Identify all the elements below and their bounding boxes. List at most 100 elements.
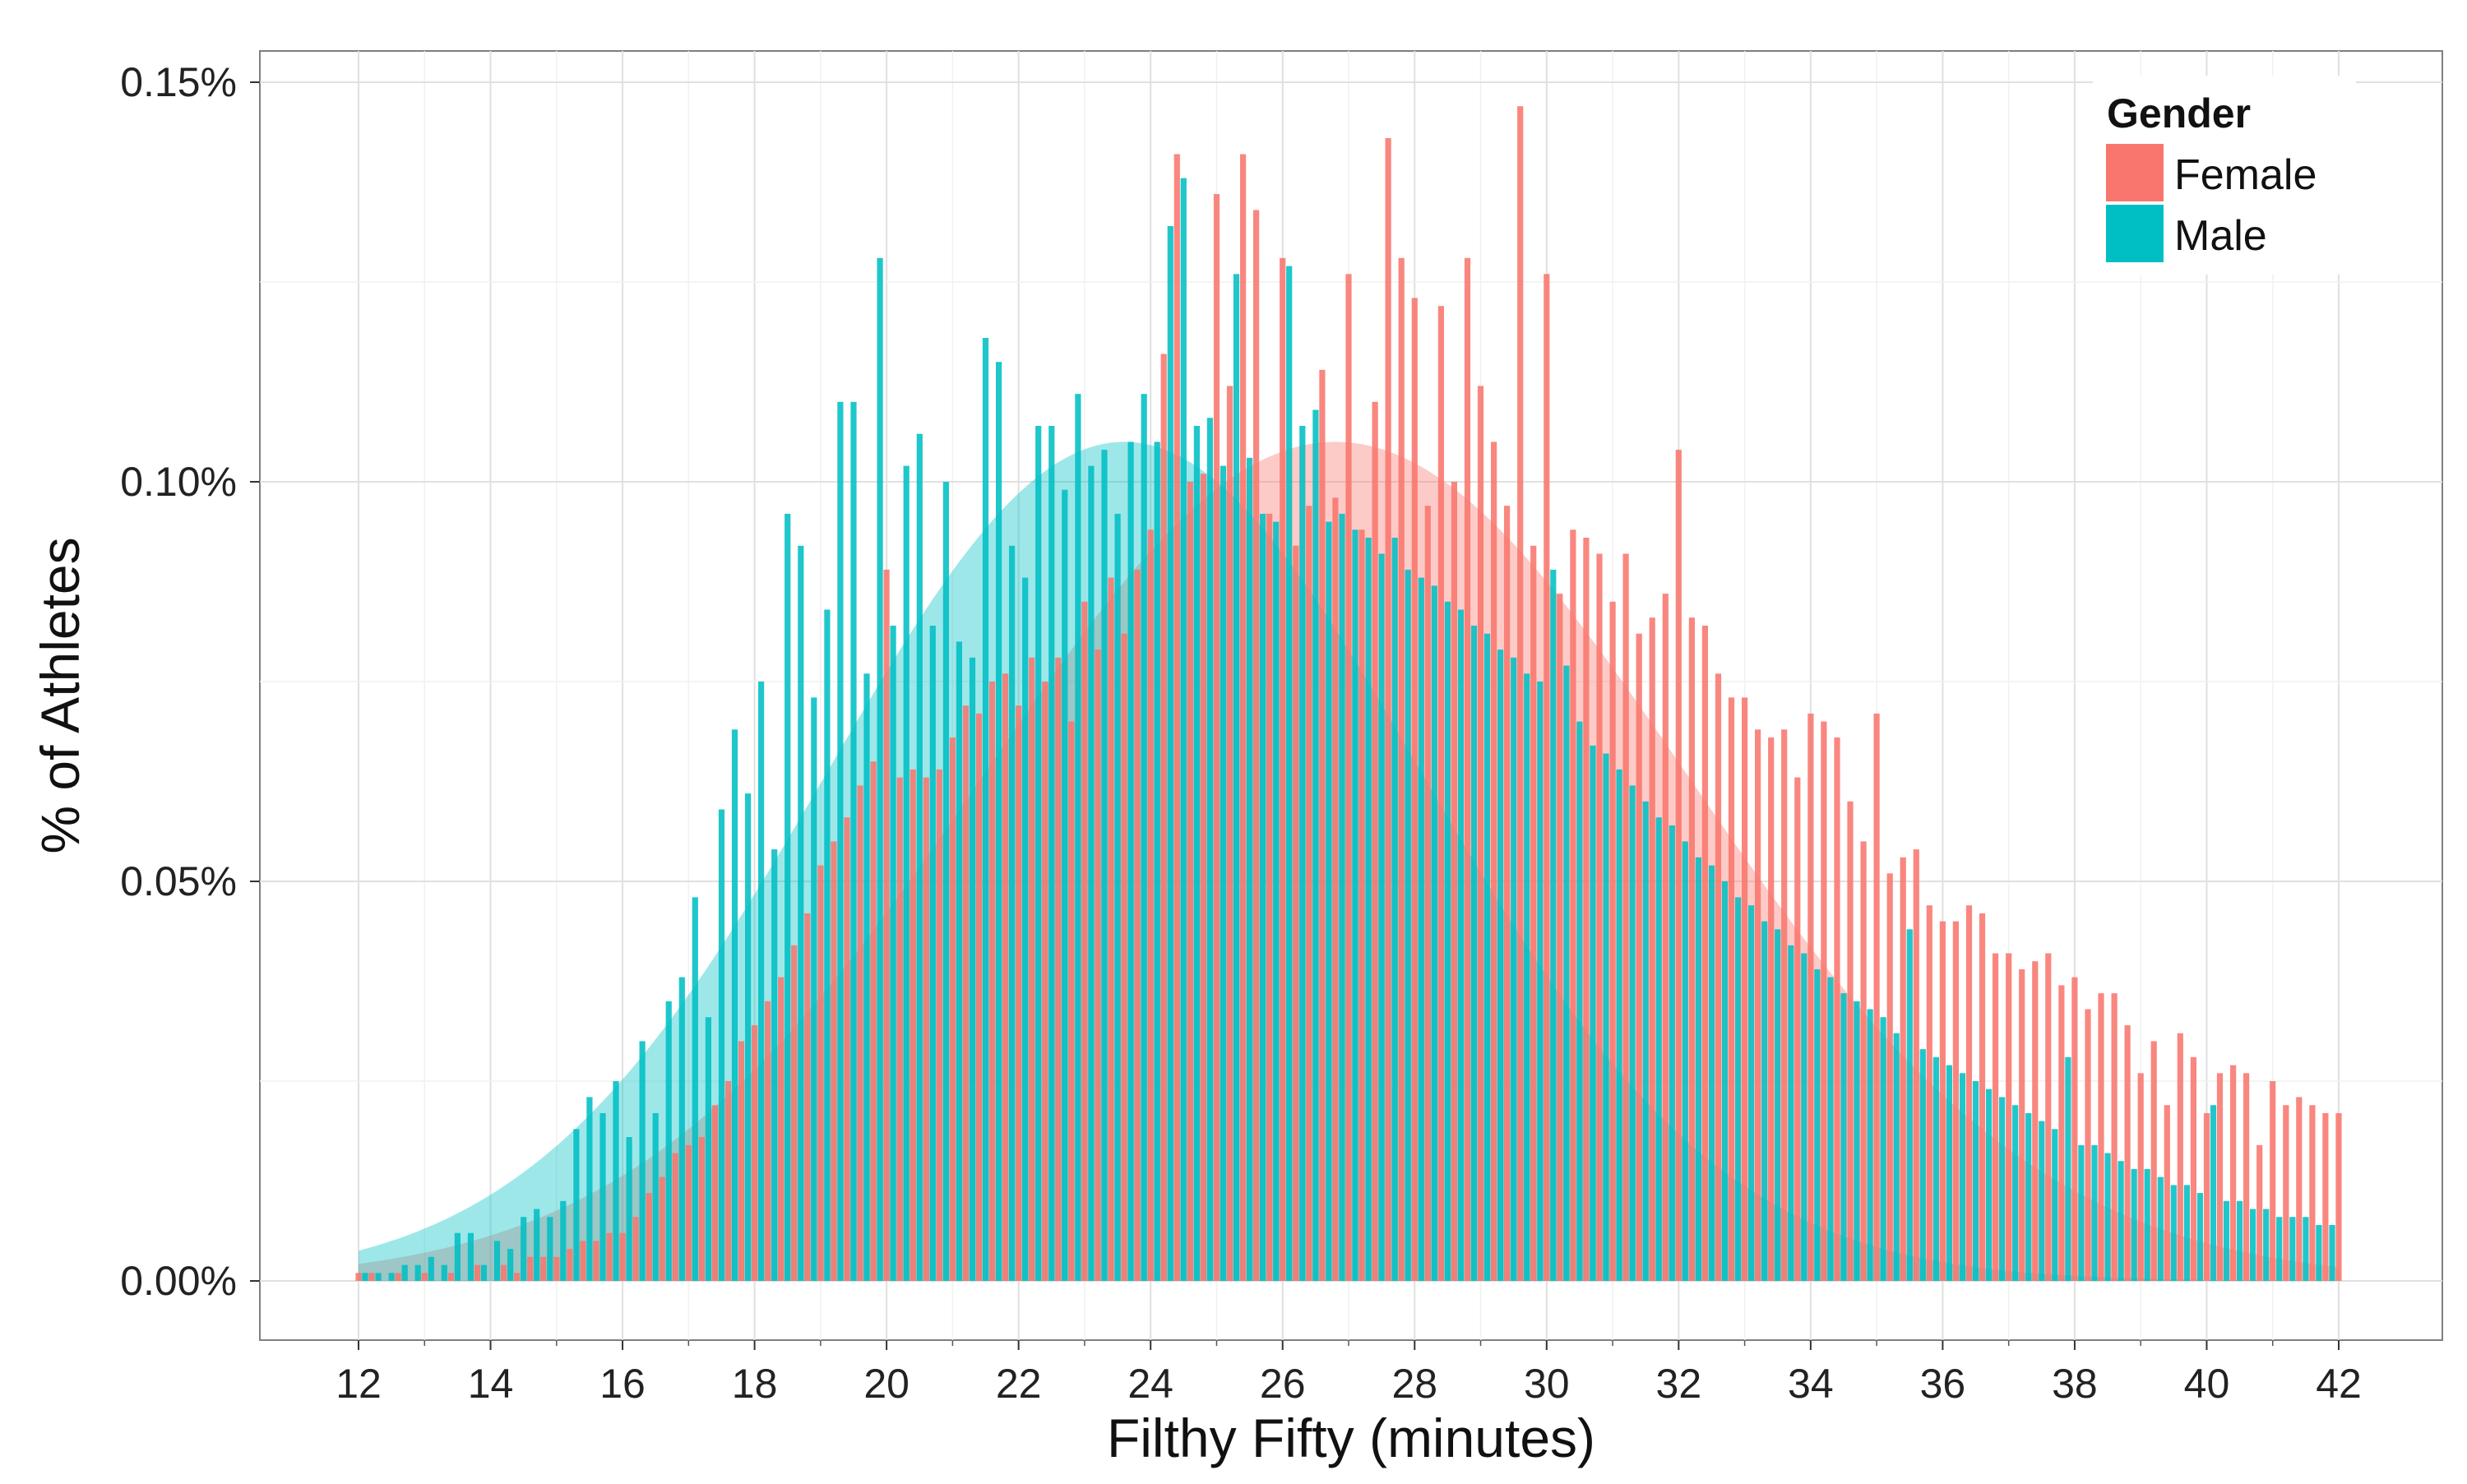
bar-male <box>731 729 738 1281</box>
bar-female <box>2270 1081 2276 1281</box>
bar-female <box>540 1256 547 1281</box>
y-tick-label: 0.00% <box>120 1258 237 1304</box>
bar-female <box>1993 953 1999 1281</box>
bar-female <box>685 1144 692 1281</box>
bar-female <box>355 1273 362 1281</box>
bar-female <box>1701 626 1708 1281</box>
x-tick-label: 36 <box>1920 1361 1966 1407</box>
bar-female <box>368 1273 375 1281</box>
bar-female <box>501 1264 507 1281</box>
bar-female <box>2243 1073 2250 1281</box>
legend: Gender Female Male <box>2093 76 2356 275</box>
bar-male <box>1932 1056 1939 1281</box>
bar-female <box>1821 721 1827 1281</box>
bar-female <box>1345 274 1352 1281</box>
bar-female <box>1622 553 1629 1281</box>
bar-female <box>752 1025 758 1281</box>
bar-female <box>949 737 956 1281</box>
bar-male <box>1972 1081 1979 1281</box>
bar-male <box>507 1249 514 1281</box>
bar-female <box>2071 977 2078 1281</box>
bar-female <box>1319 369 1326 1281</box>
bar-male <box>652 1112 659 1281</box>
bar-male <box>1814 969 1821 1281</box>
bar-male <box>798 545 804 1281</box>
bar-female <box>447 1273 454 1281</box>
x-tick-label: 22 <box>996 1361 1042 1407</box>
bar-female <box>2032 961 2039 1281</box>
bar-male <box>890 626 896 1281</box>
bar-female <box>1200 474 1206 1281</box>
bar-male <box>771 849 778 1281</box>
x-tick-label: 42 <box>2316 1361 2362 1407</box>
bar-female <box>883 569 890 1281</box>
bar-male <box>1035 426 1042 1281</box>
bar-female <box>1280 257 1286 1281</box>
bar-male <box>1206 418 1213 1282</box>
bar-female <box>2256 1144 2263 1281</box>
legend-label-male: Male <box>2174 212 2267 260</box>
x-tick-label: 26 <box>1260 1361 1306 1407</box>
x-tick-label: 30 <box>1524 1361 1570 1407</box>
bar-female <box>844 817 850 1281</box>
bar-male <box>1854 1001 1860 1281</box>
bar-male <box>375 1273 382 1281</box>
x-tick-label: 14 <box>468 1361 514 1407</box>
bar-female <box>2216 1073 2224 1281</box>
bar-male <box>1378 553 1385 1281</box>
bar-female <box>1491 442 1497 1281</box>
bar-male <box>1761 921 1768 1281</box>
bar-male <box>521 1217 527 1281</box>
bar-female <box>1451 482 1457 1281</box>
bar-male <box>2104 1153 2111 1281</box>
bar-female <box>606 1232 613 1281</box>
bar-female <box>1372 401 1378 1281</box>
bar-female <box>910 769 916 1281</box>
bar-female <box>1609 601 1616 1281</box>
bar-male <box>2039 1121 2045 1281</box>
bar-female <box>857 785 863 1281</box>
bar-male <box>1180 178 1187 1282</box>
bar-female <box>1834 737 1840 1281</box>
bar-female <box>1688 617 1695 1281</box>
bar-male <box>1497 650 1504 1281</box>
bar-male <box>1735 897 1742 1281</box>
bar-male <box>996 362 1002 1282</box>
bar-male <box>2065 1056 2071 1281</box>
bar-female <box>395 1273 401 1281</box>
bar-male <box>2223 1200 2230 1281</box>
bar-male <box>1154 442 1160 1281</box>
bar-male <box>1576 721 1583 1281</box>
bar-male <box>401 1264 408 1281</box>
bar-female <box>2335 1112 2342 1281</box>
bar-female <box>1583 538 1590 1281</box>
bar-female <box>1253 210 1260 1281</box>
y-axis-title: % of Athletes <box>30 537 90 853</box>
bar-male <box>1563 665 1570 1281</box>
bar-male <box>1233 274 1240 1281</box>
bar-female <box>698 1137 705 1281</box>
bar-male <box>982 338 989 1281</box>
bar-female <box>2203 1112 2210 1281</box>
bar-female <box>1398 257 1405 1281</box>
bar-male <box>560 1200 567 1281</box>
bar-male <box>2118 1161 2124 1281</box>
bar-male <box>2329 1225 2335 1281</box>
bar-female <box>1173 154 1180 1281</box>
bar-female <box>804 913 811 1281</box>
bar-male <box>1075 394 1081 1282</box>
bar-male <box>929 626 936 1281</box>
x-axis-title: Filthy Fifty (minutes) <box>1107 1408 1595 1468</box>
bar-male <box>2303 1217 2309 1281</box>
bar-female <box>765 1001 771 1281</box>
bar-male <box>1167 226 1173 1281</box>
bar-female <box>567 1249 573 1281</box>
bar-female <box>1016 705 1022 1281</box>
bar-male <box>1062 489 1068 1281</box>
bar-female <box>791 945 798 1281</box>
bar-female <box>2058 985 2065 1281</box>
bar-male <box>1022 577 1029 1281</box>
bar-female <box>1636 633 1642 1281</box>
bar-female <box>2019 969 2025 1281</box>
bar-female <box>817 865 824 1281</box>
